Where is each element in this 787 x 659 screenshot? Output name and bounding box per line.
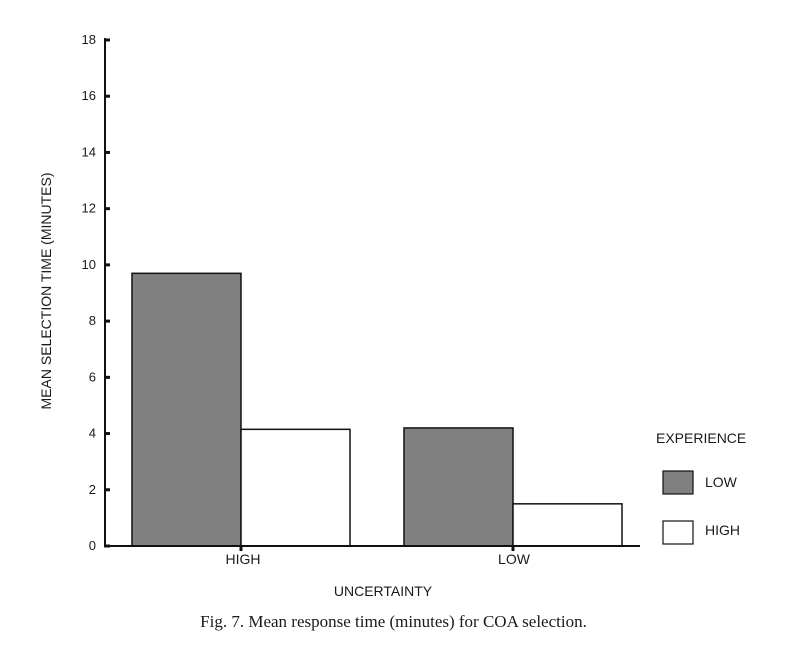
legend-swatch-high: [662, 520, 694, 545]
y-tick-label: 16: [82, 88, 96, 103]
legend-title: EXPERIENCE: [656, 430, 746, 446]
bar-low-high: [512, 503, 623, 547]
x-axis-title: UNCERTAINTY: [334, 583, 433, 599]
bar-high-low: [131, 272, 242, 547]
y-tick-label: 6: [89, 369, 96, 384]
x-tick-label-low: LOW: [498, 551, 531, 567]
bar-high-high: [240, 428, 351, 547]
legend: EXPERIENCE LOW HIGH: [656, 430, 746, 545]
figure-caption: Fig. 7. Mean response time (minutes) for…: [200, 612, 587, 631]
y-tick-label: 2: [89, 482, 96, 497]
y-tick-label: 18: [82, 32, 96, 47]
bars: [131, 272, 623, 547]
y-tick-label: 4: [89, 426, 96, 441]
y-tick-label: 14: [82, 144, 96, 159]
y-tick-label: 10: [82, 257, 96, 272]
legend-label-high: HIGH: [705, 522, 740, 538]
legend-swatch-low: [662, 470, 694, 495]
y-tick-label: 8: [89, 313, 96, 328]
y-tick-label: 0: [89, 538, 96, 553]
x-tick-label-high: HIGH: [226, 551, 261, 567]
y-axis-title: MEAN SELECTION TIME (MINUTES): [38, 173, 54, 410]
bar-low-low: [403, 427, 514, 547]
x-axis-ticks: [239, 546, 515, 551]
legend-label-low: LOW: [705, 474, 738, 490]
y-tick-label: 12: [82, 201, 96, 216]
